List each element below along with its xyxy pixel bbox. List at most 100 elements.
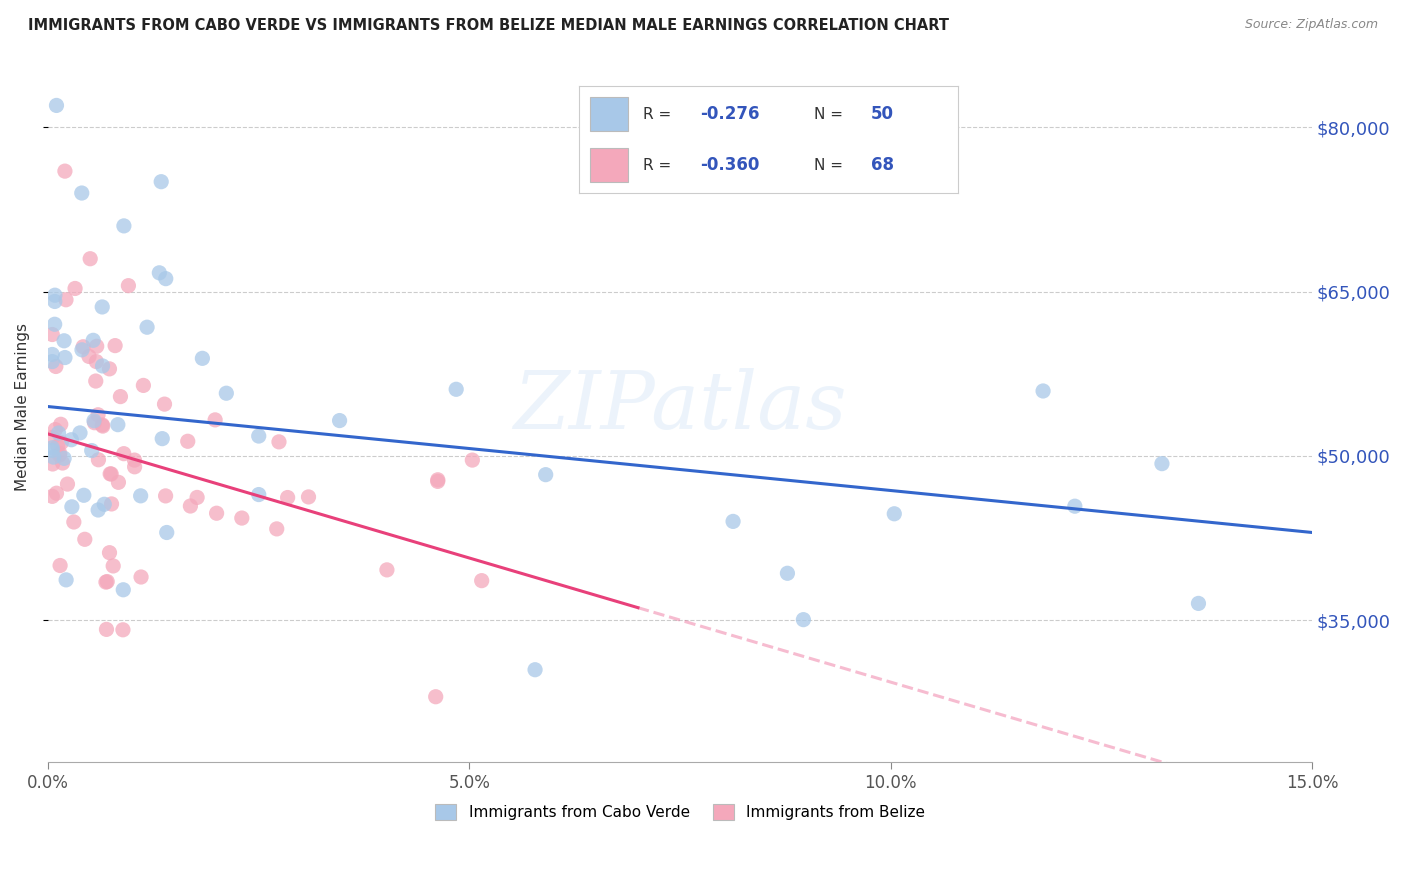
Point [41,489,63,503]
Point [46,439,69,453]
Point [1187,596,1209,610]
Point [524,663,547,677]
Point [86,354,108,368]
Point [156,525,179,540]
Point [84,374,107,388]
Point [98,362,121,376]
Point [155,271,177,285]
Point [87,408,110,422]
Point [48,425,70,440]
Point [96,623,118,637]
Point [98,546,121,560]
Point [112,582,135,597]
Point [132,378,155,392]
Point [110,390,132,404]
Point [83,416,105,430]
Text: ZIPatlas: ZIPatlas [513,368,846,445]
Point [91,419,114,434]
Point [55,293,77,307]
Point [425,690,447,704]
Point [444,382,467,396]
Point [215,386,238,401]
Point [150,432,173,446]
Point [136,320,159,334]
Point [70,343,93,357]
Point [112,219,135,233]
Point [69,425,91,440]
Point [94,575,117,590]
Point [721,515,744,529]
Point [267,434,290,449]
Point [73,533,96,547]
Point [129,489,152,503]
Point [129,570,152,584]
Point [53,334,76,348]
Point [103,558,125,573]
Point [41,347,63,361]
Point [60,500,83,514]
Point [73,488,96,502]
Point [776,566,799,581]
Point [53,351,76,365]
Point [87,452,110,467]
Point [266,522,288,536]
Point [86,339,108,353]
Point [107,417,129,432]
Point [44,288,66,302]
Point [883,507,905,521]
Point [117,278,139,293]
Point [150,175,173,189]
Point [63,515,86,529]
Point [247,429,270,443]
Point [1150,457,1173,471]
Point [426,475,449,489]
Point [83,414,105,428]
Point [329,413,352,427]
Text: Source: ZipAtlas.com: Source: ZipAtlas.com [1244,18,1378,31]
Point [72,340,94,354]
Point [44,294,66,309]
Point [45,486,67,500]
Point [49,417,72,432]
Point [49,446,72,460]
Y-axis label: Median Male Earnings: Median Male Earnings [15,323,30,491]
Legend: Immigrants from Cabo Verde, Immigrants from Belize: Immigrants from Cabo Verde, Immigrants f… [429,797,931,826]
Point [231,511,253,525]
Point [42,450,65,464]
Point [186,491,208,505]
Point [77,350,100,364]
Point [426,473,449,487]
Point [91,417,114,432]
Point [53,451,76,466]
Point [44,423,66,437]
Point [56,477,79,491]
Point [45,98,67,112]
Point [124,459,146,474]
Point [51,456,73,470]
Point [471,574,494,588]
Point [51,435,73,450]
Point [63,281,86,295]
Point [82,334,104,348]
Point [792,613,814,627]
Point [177,434,200,449]
Point [49,558,72,573]
Point [53,164,76,178]
Point [41,354,63,368]
Point [461,453,484,467]
Point [297,490,319,504]
Point [107,475,129,490]
Point [247,487,270,501]
Point [153,397,176,411]
Point [87,503,110,517]
Point [104,338,127,352]
Point [534,467,557,482]
Point [44,318,66,332]
Point [179,499,201,513]
Point [41,443,63,458]
Point [91,359,114,373]
Point [41,441,63,455]
Point [41,430,63,444]
Point [41,327,63,342]
Point [98,467,121,481]
